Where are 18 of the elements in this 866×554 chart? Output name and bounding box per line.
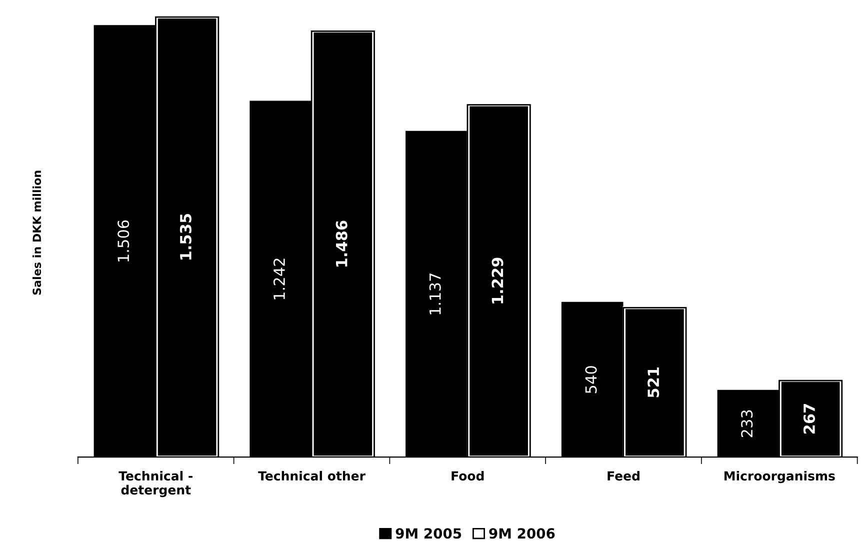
data-label: 1.242 [273, 258, 285, 300]
legend-label: 9M 2005 [396, 528, 462, 539]
x-tick-label: Food [452, 470, 484, 481]
data-label: 540 [585, 366, 597, 394]
x-tick-label: Feed [608, 470, 640, 481]
data-label: 233 [741, 410, 753, 438]
y-axis-title: Sales in DKK million [32, 170, 42, 295]
data-label: 1.506 [118, 220, 130, 262]
data-label: 1.229 [492, 258, 504, 304]
x-tick-label: Technical - detergent [118, 470, 192, 498]
x-tick-label: Microorganisms [724, 470, 835, 484]
data-label: 1.137 [429, 274, 441, 314]
data-label: 1.486 [336, 220, 348, 267]
data-label: 521 [648, 367, 660, 398]
x-tick-label: Technical other [258, 470, 366, 481]
data-label: 1.535 [180, 214, 192, 260]
data-label: 267 [803, 404, 816, 434]
legend-label: 9M 2006 [489, 528, 555, 539]
